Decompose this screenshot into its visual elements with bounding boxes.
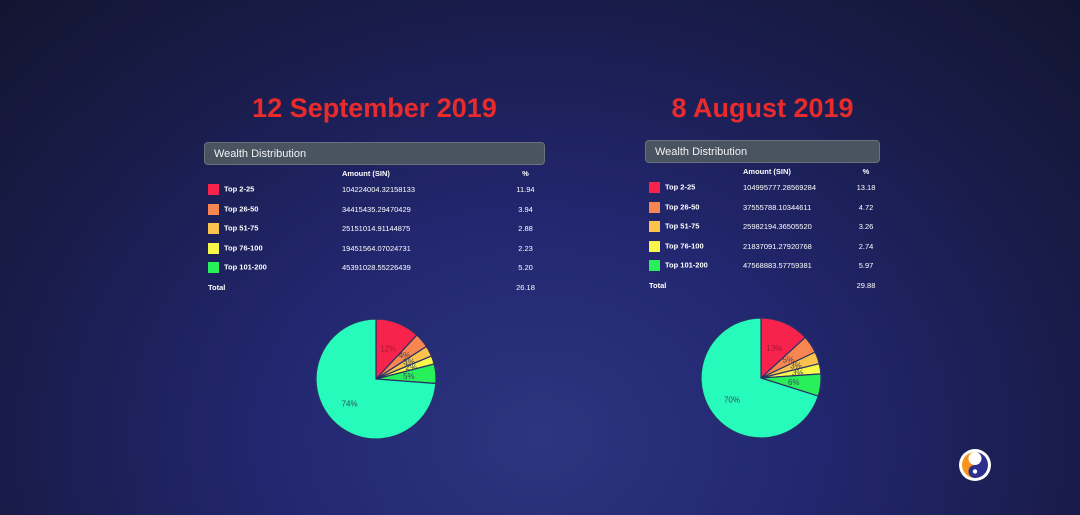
column-header-amount: Amount (SIN) <box>743 166 791 176</box>
row-name: Top 26-50 <box>224 204 259 214</box>
row-name: Top 76-100 <box>224 243 263 253</box>
pie-slice-label: 5% <box>403 372 415 381</box>
date-title: 12 September 2019 <box>252 93 497 123</box>
row-percent: 5.97 <box>858 261 874 271</box>
row-percent: 3.94 <box>518 204 533 214</box>
table-header-row: Amount (SIN) % <box>204 166 545 180</box>
pie-slice-label: 4% <box>399 351 411 360</box>
total-percent: 29.88 <box>856 280 876 290</box>
total-percent: 26.18 <box>516 282 535 292</box>
wealth-distribution-header: Wealth Distribution <box>645 140 880 163</box>
legend-swatch <box>208 223 219 235</box>
pie-slice <box>700 317 819 439</box>
swirl-logo-icon <box>959 449 991 481</box>
row-percent: 5.20 <box>518 263 533 273</box>
pie-slice-label: 13% <box>766 344 782 353</box>
row-name: Top 101-200 <box>665 260 708 270</box>
pie-slice-label: 3% <box>792 368 804 377</box>
row-name: Top 2-25 <box>224 184 255 194</box>
legend-swatch <box>649 221 660 233</box>
date-title: 8 August 2019 <box>671 93 854 123</box>
wealth-distribution-table: Amount (SIN) % Top 2-25 104995777.285692… <box>645 164 880 295</box>
table-row: Top 51-75 25982194.36505520 3.26 <box>645 217 880 237</box>
wealth-distribution-header: Wealth Distribution <box>204 142 545 165</box>
pie-slice-label: 74% <box>342 399 358 408</box>
pie-slice-label: 5% <box>783 356 795 365</box>
pie-slice-label: 70% <box>724 395 740 404</box>
total-label: Total <box>649 280 667 290</box>
row-amount: 34415435.29470429 <box>342 204 411 214</box>
row-name: Top 2-25 <box>665 182 696 192</box>
row-percent: 4.72 <box>858 202 874 212</box>
legend-swatch <box>649 260 660 272</box>
pie-chart: 12%4%3%2%5% 74% <box>315 318 437 440</box>
table-row: Top 51-75 25151014.91144875 2.88 <box>204 219 545 239</box>
row-amount: 21837091.27920768 <box>743 241 812 251</box>
row-name: Top 51-75 <box>665 221 700 231</box>
table-row: Top 26-50 37555788.10344611 4.72 <box>645 198 880 218</box>
column-header-name <box>645 164 739 178</box>
row-name: Top 101-200 <box>224 262 267 272</box>
column-header-percent: % <box>522 168 529 178</box>
pie-slice-label: 12% <box>380 344 396 353</box>
legend-swatch <box>649 201 660 213</box>
row-percent: 11.94 <box>516 185 535 195</box>
legend-swatch <box>208 184 219 196</box>
table-row: Top 101-200 47568883.57759381 5.97 <box>645 256 880 276</box>
total-row: Total 26.18 <box>204 278 545 298</box>
total-row: Total 29.88 <box>645 276 880 296</box>
table-header-row: Amount (SIN) % <box>645 164 880 178</box>
legend-swatch <box>208 203 219 215</box>
row-amount: 25982194.36505520 <box>743 222 812 232</box>
table-row: Top 2-25 104995777.28569284 13.18 <box>645 178 880 198</box>
column-header-amount: Amount (SIN) <box>342 168 390 178</box>
row-percent: 2.23 <box>518 243 533 253</box>
row-amount: 47568883.57759381 <box>743 261 812 271</box>
row-percent: 13.18 <box>856 183 876 193</box>
row-amount: 45391028.55226439 <box>342 263 411 273</box>
row-name: Top 76-100 <box>665 241 704 251</box>
row-name: Top 26-50 <box>665 202 700 212</box>
legend-swatch <box>649 182 660 194</box>
row-amount: 19451564.07024731 <box>342 243 411 253</box>
wealth-distribution-table: Amount (SIN) % Top 2-25 104224004.321581… <box>204 166 545 297</box>
row-amount: 104224004.32158133 <box>342 185 415 195</box>
row-percent: 2.88 <box>518 224 533 234</box>
legend-swatch <box>208 262 219 274</box>
row-amount: 25151014.91144875 <box>342 224 411 234</box>
table-row: Top 26-50 34415435.29470429 3.94 <box>204 200 545 220</box>
pie-slice-label: 3% <box>403 358 415 367</box>
table-row: Top 76-100 19451564.07024731 2.23 <box>204 239 545 259</box>
row-percent: 3.26 <box>858 222 874 232</box>
table-row: Top 76-100 21837091.27920768 2.74 <box>645 237 880 257</box>
pie-slice <box>315 318 437 440</box>
legend-swatch <box>649 240 660 252</box>
pie-slice-label: 2% <box>406 363 418 372</box>
pie-slice-label: 6% <box>788 378 800 387</box>
pie-chart: 13%5%3%3%6%70% <box>700 317 822 439</box>
table-row: Top 2-25 104224004.32158133 11.94 <box>204 180 545 200</box>
column-header-percent: % <box>862 166 870 176</box>
pie-slice-label: 3% <box>790 361 802 370</box>
table-row: Top 101-200 45391028.55226439 5.20 <box>204 258 545 278</box>
row-name: Top 51-75 <box>224 223 259 233</box>
row-amount: 104995777.28569284 <box>743 183 816 193</box>
row-percent: 2.74 <box>858 241 874 251</box>
legend-swatch <box>208 242 219 254</box>
total-label: Total <box>208 282 226 292</box>
column-header-name <box>204 166 338 180</box>
row-amount: 37555788.10344611 <box>743 202 812 212</box>
